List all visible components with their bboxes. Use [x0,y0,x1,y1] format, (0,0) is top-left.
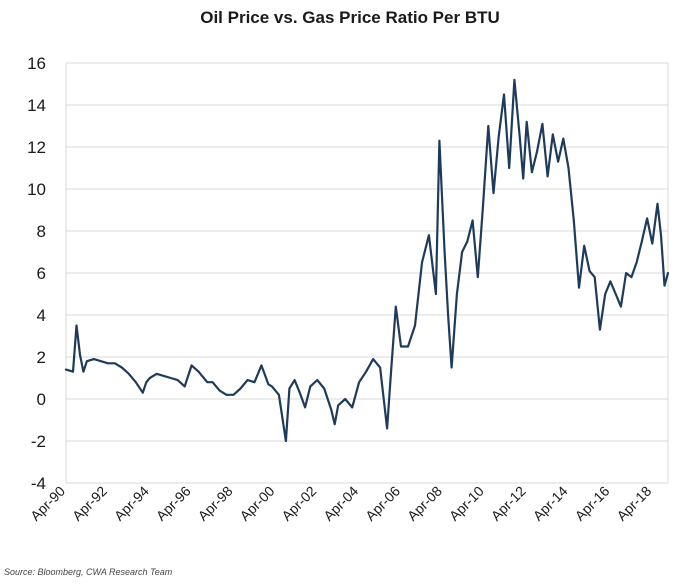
x-tick-label: Apr-08 [404,483,445,524]
x-tick-label: Apr-98 [195,483,236,524]
y-tick-label: 14 [27,96,46,115]
x-tick-label: Apr-00 [236,483,277,524]
y-tick-label: 4 [37,306,46,325]
y-tick-label: 16 [27,54,46,73]
series-layer [64,78,670,443]
x-tick-label: Apr-94 [111,483,152,524]
y-tick-label: 2 [37,348,46,367]
y-tick-label: -2 [31,432,46,451]
source-note: Source: Bloomberg, CWA Research Team [4,567,173,577]
grid-lines [65,62,669,484]
x-tick-label: Apr-06 [362,483,403,524]
x-tick-label: Apr-92 [69,483,110,524]
y-tick-label: 0 [37,390,46,409]
y-tick-label: -4 [31,474,46,493]
x-tick-label: Apr-02 [278,483,319,524]
y-axis-ticks: 16 14 12 10 8 6 4 2 0 -2 -4 [27,54,46,493]
x-tick-label: Apr-10 [446,483,487,524]
x-tick-label: Apr-18 [613,483,654,524]
series-line [64,78,670,443]
x-axis-ticks: Apr-90 Apr-92 Apr-94 Apr-96 Apr-98 Apr-00 Apr-… [27,483,654,524]
x-tick-label: Apr-14 [530,483,571,524]
x-tick-label: Apr-96 [153,483,194,524]
y-tick-label: 10 [27,180,46,199]
chart-title: Oil Price vs. Gas Price Ratio Per BTU [200,8,500,27]
y-tick-label: 8 [37,222,46,241]
x-tick-label: Apr-12 [488,483,529,524]
y-tick-label: 6 [37,264,46,283]
y-tick-label: 12 [27,138,46,157]
x-tick-label: Apr-04 [320,483,361,524]
x-tick-label: Apr-16 [572,483,613,524]
